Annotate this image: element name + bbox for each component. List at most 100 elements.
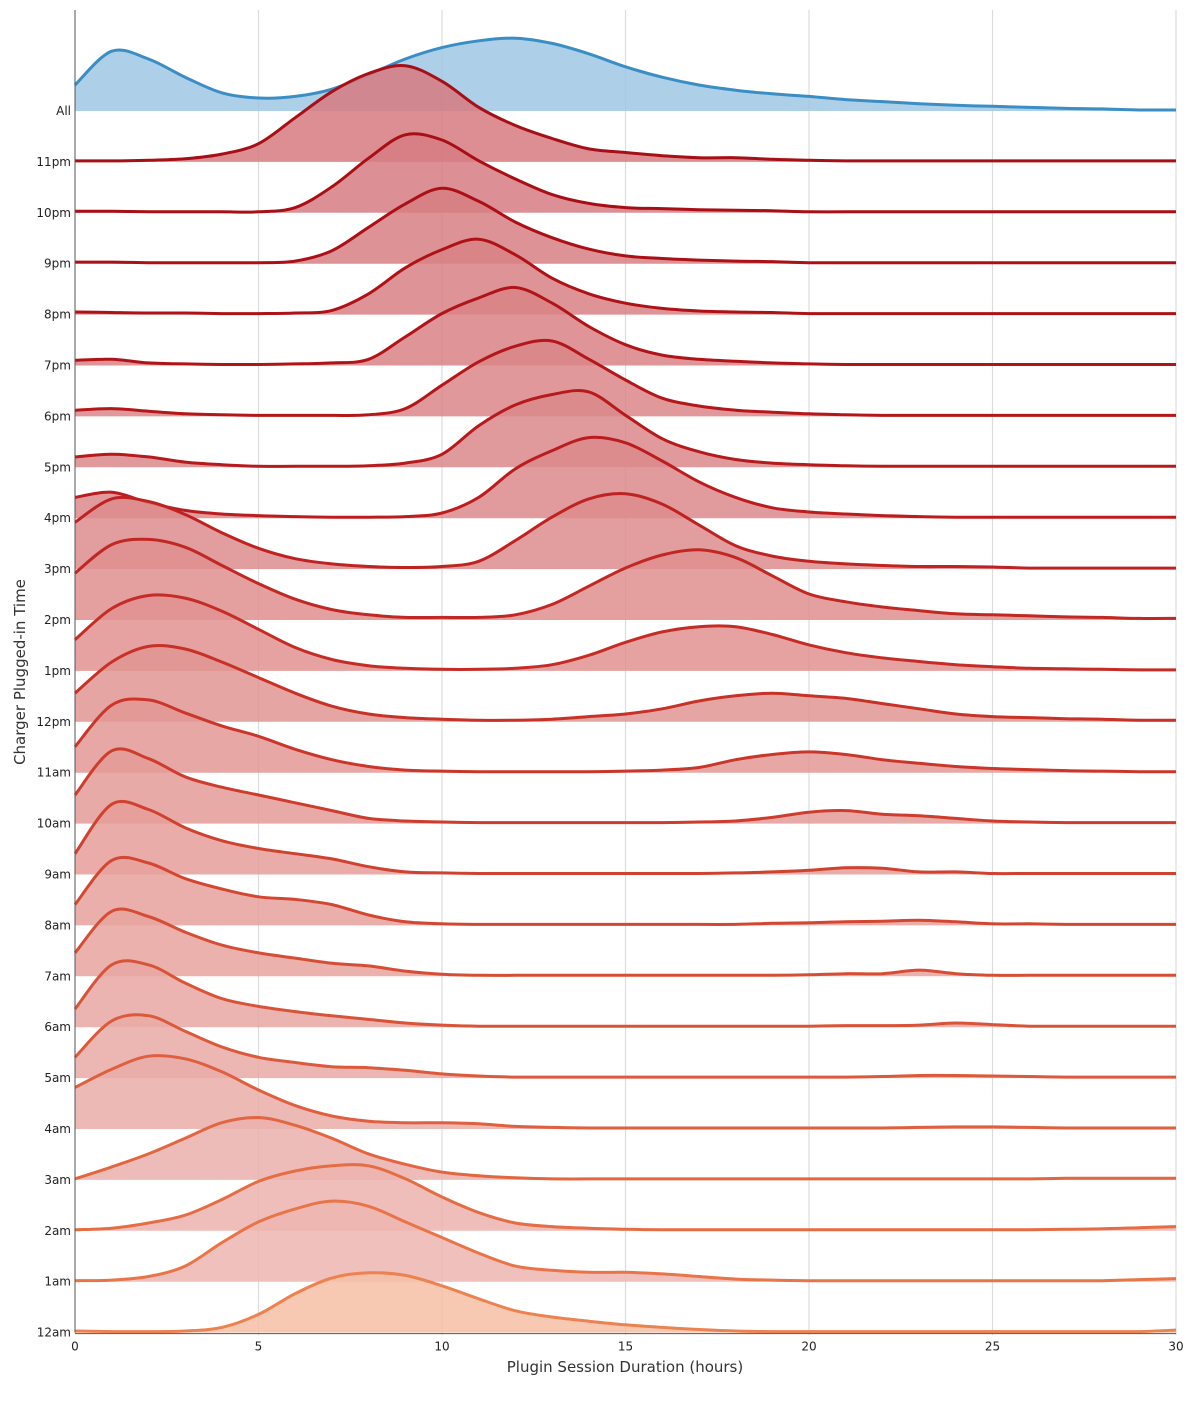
y-tick-label: 7am [44, 969, 71, 983]
x-tick-labels: 0 5 10 15 20 25 30 [71, 1340, 1183, 1354]
ridge-area-7am [75, 909, 1176, 977]
y-tick-label: 8pm [44, 308, 71, 322]
y-tick-label: 11pm [36, 155, 71, 169]
ridge-line-8pm [74, 237, 1176, 316]
y-tick-label: 9pm [44, 257, 71, 271]
y-tick-label: 8am [44, 918, 71, 932]
ridge-area-5pm [75, 390, 1176, 468]
ridge-11pm [75, 63, 1176, 163]
y-axis-title: Charger Plugged-in Time [11, 579, 29, 765]
y-tick-label: 2am [44, 1224, 71, 1238]
ridge-8pm [74, 237, 1176, 316]
ridge-9am [73, 799, 1176, 876]
ridge-line-12pm [74, 644, 1177, 722]
x-tick-label: 15 [618, 1340, 633, 1354]
y-tick-label: 1am [44, 1275, 71, 1289]
ridge-line-9am [73, 799, 1176, 876]
ridge-area-11pm [75, 65, 1176, 162]
y-tick-label: 6pm [44, 409, 71, 423]
ridge-line-4am [74, 1054, 1176, 1130]
y-tick-label: All [56, 104, 71, 118]
ridge-12am [74, 1271, 1177, 1334]
ridge-6am [73, 959, 1176, 1028]
y-tick-label: 5am [44, 1071, 71, 1085]
ridge-10am [73, 747, 1176, 825]
ridge-line-5pm [74, 389, 1176, 468]
ridge-1am [74, 1199, 1177, 1283]
ridge-5pm [74, 389, 1176, 468]
y-tick-labels: All 11pm 10pm 9pm 8pm 7pm 6pm 5pm 4pm 3pm 2pm 1pm 12… [36, 104, 71, 1340]
x-tick-label: 5 [255, 1340, 263, 1354]
x-axis-title: Plugin Session Duration (hours) [507, 1358, 743, 1376]
x-tick-label: 20 [801, 1340, 816, 1354]
ridge-area-8am [75, 857, 1176, 926]
ridge-11am [73, 697, 1176, 774]
ridge-3pm [74, 492, 1176, 570]
y-tick-label: 11am [37, 766, 71, 780]
ridge-area-6am [75, 960, 1176, 1028]
x-tick-label: 10 [434, 1340, 449, 1354]
ridge-area-10am [75, 748, 1176, 824]
ridge-area-4pm [75, 437, 1176, 519]
y-tick-label: 3am [44, 1173, 71, 1187]
ridge-line-5am [73, 1013, 1176, 1079]
y-tick-label: 4pm [44, 511, 71, 525]
ridge-line-2pm [74, 537, 1177, 620]
ridge-line-10pm [74, 132, 1176, 214]
ridge-area-7pm [75, 287, 1176, 366]
x-tick-label: 30 [1168, 1340, 1183, 1354]
ridge-9pm [75, 186, 1176, 265]
ridge-area-2pm [75, 539, 1176, 620]
ridge-area-6pm [75, 340, 1176, 417]
axes [74, 10, 1176, 1335]
ridge-area-9am [75, 801, 1176, 875]
ridge-8am [73, 855, 1176, 926]
x-tick-label: 0 [71, 1340, 79, 1354]
ridge-area-12am [75, 1272, 1176, 1333]
ridge-line-7pm [74, 285, 1176, 366]
ridge-line-11am [73, 697, 1176, 774]
ridge-4pm [74, 435, 1176, 519]
y-tick-label: 12pm [36, 715, 71, 729]
ridge-7pm [74, 285, 1176, 366]
y-tick-label: 1pm [44, 664, 71, 678]
y-tick-label: 5pm [44, 460, 71, 474]
ridge-line-6am [73, 959, 1176, 1028]
ridge-area-3pm [75, 493, 1176, 570]
ridge-line-2am [74, 1163, 1177, 1232]
y-tick-label: 4am [44, 1122, 71, 1136]
ridge-line-11pm [75, 63, 1176, 163]
ridge-line-7am [73, 907, 1176, 977]
ridge-area-11am [75, 698, 1176, 773]
ridge-2pm [74, 537, 1177, 620]
ridge-line-10am [73, 747, 1176, 825]
y-tick-label: 2pm [44, 613, 71, 627]
ridge-line-9pm [75, 186, 1176, 265]
ridge-line-All [73, 36, 1177, 112]
ridge-line-8am [73, 855, 1176, 926]
ridge-line-6pm [74, 338, 1176, 418]
ridges [73, 36, 1177, 1334]
ridge-area-4am [75, 1055, 1176, 1129]
ridge-6pm [74, 338, 1176, 418]
y-tick-label: 10pm [36, 206, 71, 220]
ridge-line-1pm [74, 593, 1176, 672]
ridge-line-3pm [74, 492, 1176, 570]
y-tick-label: 9am [44, 868, 71, 882]
ridge-line-4pm [74, 435, 1176, 519]
ridge-line-3am [74, 1115, 1176, 1181]
y-tick-label: 3pm [44, 562, 71, 576]
ridge-area-9pm [75, 188, 1176, 264]
y-tick-label: 10am [37, 817, 71, 831]
ridge-10pm [74, 132, 1176, 214]
ridge-4am [74, 1054, 1176, 1130]
ridge-7am [73, 907, 1176, 977]
x-tick-label: 25 [985, 1340, 1000, 1354]
ridge-line-1am [74, 1199, 1177, 1283]
ridge-line-12am [74, 1271, 1177, 1334]
ridge-area-1am [75, 1201, 1176, 1282]
y-tick-label: 7pm [44, 359, 71, 373]
y-tick-label: 6am [44, 1020, 71, 1034]
y-tick-label: 12am [37, 1326, 71, 1340]
